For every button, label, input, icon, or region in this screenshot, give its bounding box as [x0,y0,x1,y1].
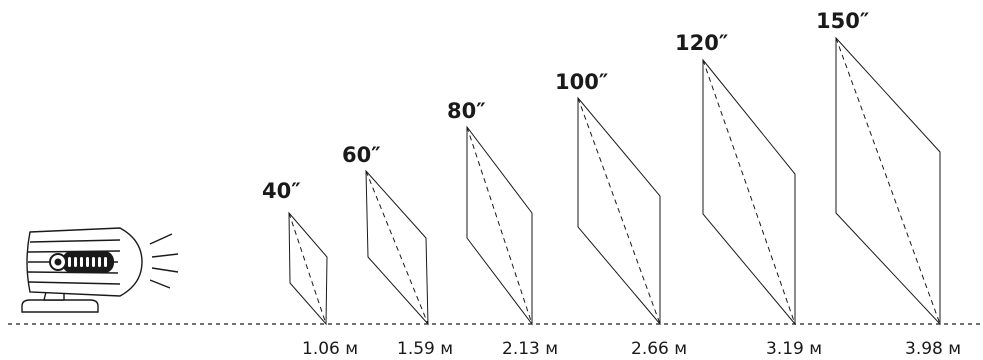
screen-diagonal [466,126,533,325]
distance-label: 1.59 м [397,339,453,359]
screen-120: 120″ 3.19 м [675,31,822,359]
distance-label: 3.19 м [766,339,822,359]
screen-size-label: 100″ [555,70,608,94]
screen-diagonal [288,212,327,325]
distance-label: 2.13 м [502,339,558,359]
distance-label: 2.66 м [631,339,687,359]
screen-60: 60″ 1.59 м [342,143,453,359]
screen-size-label: 60″ [342,143,381,167]
screen-size-label: 150″ [816,9,869,33]
screen-100: 100″ 2.66 м [555,70,687,359]
screen-150: 150″ 3.98 м [816,9,961,359]
distance-label: 3.98 м [905,339,961,359]
screen-diagonal [835,37,941,325]
distance-label: 1.06 м [302,339,358,359]
screen-size-label: 40″ [262,179,301,203]
screen-diagonal [365,170,429,325]
screen-size-label: 80″ [447,99,486,123]
screen-diagonal [577,97,661,325]
screen-40: 40″ 1.06 м [262,179,358,359]
screen-diagonal [702,59,796,325]
screen-80: 80″ 2.13 м [447,99,558,359]
projector-icon [21,227,179,313]
screen-size-label: 120″ [675,31,728,55]
